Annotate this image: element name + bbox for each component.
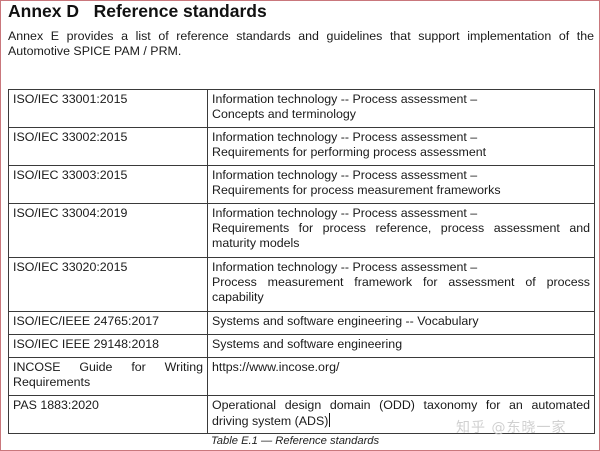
table-row: ISO/IEC 33004:2019 Information technolog…	[8, 203, 595, 258]
standard-title-cell: Information technology -- Process assess…	[207, 165, 595, 204]
standard-id-cell: ISO/IEC 33001:2015	[8, 89, 208, 128]
standard-title-cell: Information technology -- Process assess…	[207, 203, 595, 258]
standard-title-cell: Operational design domain (ODD) taxonomy…	[207, 395, 595, 434]
annex-heading: Annex D Reference standards	[8, 1, 267, 21]
standard-title-cell: Information technology -- Process assess…	[207, 127, 595, 166]
title-line: Requirements for process reference, proc…	[212, 221, 590, 251]
standard-id-cell: ISO/IEC 33020:2015	[8, 257, 208, 312]
title-line: Concepts and terminology	[212, 107, 356, 122]
standard-id-cell: ISO/IEC/IEEE 24765:2017	[8, 311, 208, 335]
title-line: Process measurement framework for assess…	[212, 275, 590, 305]
title-line: Information technology -- Process assess…	[212, 168, 478, 182]
table-row: ISO/IEC 33003:2015 Information technolog…	[8, 165, 595, 204]
title-line: Information technology -- Process assess…	[212, 206, 478, 220]
table-row: INCOSE Guide for Writing Requirements ht…	[8, 357, 595, 396]
standard-title-cell: Systems and software engineering	[207, 334, 595, 358]
table-row: ISO/IEC IEEE 29148:2018 Systems and soft…	[8, 334, 595, 358]
table-caption: Table E.1 — Reference standards	[211, 435, 380, 447]
standard-id-cell: INCOSE Guide for Writing Requirements	[8, 357, 208, 396]
standard-title-cell: Systems and software engineering -- Voca…	[207, 311, 595, 335]
table-row: ISO/IEC 33020:2015 Information technolog…	[8, 257, 595, 312]
reference-standards-table: ISO/IEC 33001:2015 Information technolog…	[8, 89, 595, 434]
title-line: Information technology -- Process assess…	[212, 92, 478, 106]
text-cursor	[329, 413, 331, 428]
table-row: ISO/IEC 33002:2015 Information technolog…	[8, 127, 595, 166]
standard-id-cell: ISO/IEC 33004:2019	[8, 203, 208, 258]
table-row: ISO/IEC/IEEE 24765:2017 Systems and soft…	[8, 311, 595, 335]
intro-paragraph: Annex E provides a list of reference sta…	[8, 29, 594, 58]
title-text: Operational design domain (ODD) taxonomy…	[212, 398, 590, 429]
table-row: PAS 1883:2020 Operational design domain …	[8, 395, 595, 434]
standard-id-cell: PAS 1883:2020	[8, 395, 208, 434]
table-row: ISO/IEC 33001:2015 Information technolog…	[8, 89, 595, 128]
title-line: Information technology -- Process assess…	[212, 260, 478, 274]
standard-id-cell: ISO/IEC 33002:2015	[8, 127, 208, 166]
title-line: Requirements for process measurement fra…	[212, 183, 501, 198]
standard-title-cell: Information technology -- Process assess…	[207, 257, 595, 312]
incose-link-cell: https://www.incose.org/	[207, 357, 595, 396]
title-line: Information technology -- Process assess…	[212, 130, 478, 144]
standard-title-cell: Information technology -- Process assess…	[207, 89, 595, 128]
standard-id-cell: ISO/IEC IEEE 29148:2018	[8, 334, 208, 358]
watermark: 知乎 @东晓一家	[456, 420, 567, 436]
incose-link[interactable]: https://www.incose.org/	[212, 360, 340, 374]
title-line: Requirements for performing process asse…	[212, 145, 487, 160]
standard-id-cell: ISO/IEC 33003:2015	[8, 165, 208, 204]
